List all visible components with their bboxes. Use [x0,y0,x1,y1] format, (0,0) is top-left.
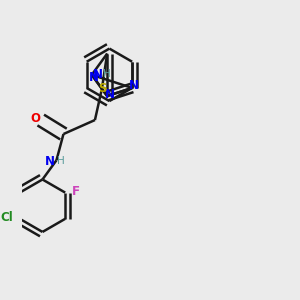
Text: S: S [98,82,106,95]
Text: N: N [88,71,98,84]
Text: H: H [103,70,110,80]
Text: N: N [93,68,103,81]
Text: N: N [129,79,139,92]
Text: N: N [45,155,55,168]
Text: Cl: Cl [0,211,13,224]
Text: F: F [72,185,80,198]
Text: O: O [31,112,40,125]
Text: N: N [105,88,115,101]
Text: H: H [58,156,65,166]
